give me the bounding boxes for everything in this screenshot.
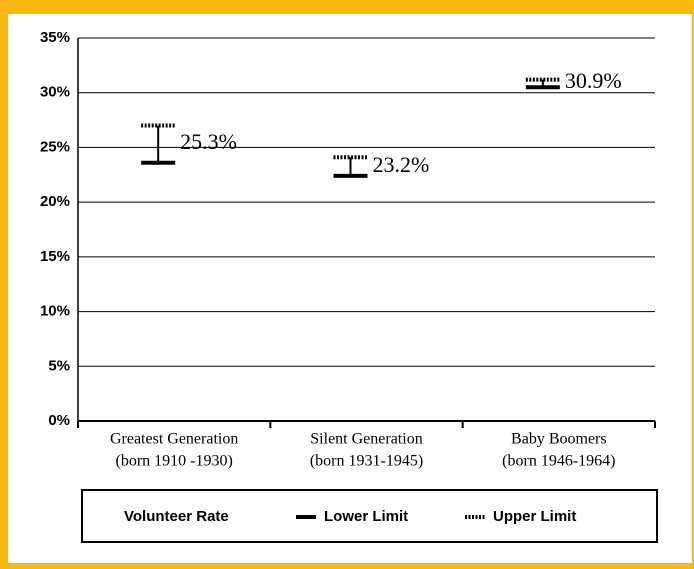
legend-label: Upper Limit <box>493 508 576 525</box>
x-tick-label: (born 1910 -1930) <box>116 453 233 470</box>
value-label: 30.9% <box>565 68 622 93</box>
y-tick-label: 15% <box>40 248 70 265</box>
x-tick-label: (born 1946-1964) <box>502 453 615 470</box>
y-tick-label: 20% <box>40 193 70 210</box>
x-tick-label: (born 1931-1945) <box>310 453 423 470</box>
x-tick-label: Baby Boomers <box>511 431 607 448</box>
legend-label: Lower Limit <box>324 508 408 525</box>
x-tick-label: Silent Generation <box>310 431 422 448</box>
y-tick-label: 30% <box>40 84 70 101</box>
y-tick-label: 5% <box>48 357 70 374</box>
value-label: 25.3% <box>180 129 237 154</box>
x-tick-label: Greatest Generation <box>110 431 238 448</box>
panel <box>8 14 692 563</box>
y-tick-label: 25% <box>40 138 70 155</box>
y-tick-label: 35% <box>40 29 70 46</box>
legend-box <box>81 489 658 543</box>
y-tick-label: 0% <box>48 412 70 429</box>
legend-label: Volunteer Rate <box>124 508 229 525</box>
value-label: 23.2% <box>373 152 430 177</box>
y-tick-label: 10% <box>40 303 70 320</box>
